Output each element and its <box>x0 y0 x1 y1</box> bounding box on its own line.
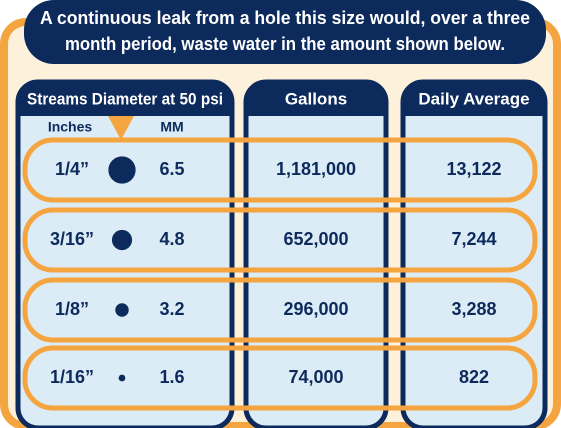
stream-dot <box>118 374 126 382</box>
column-title: Daily Average <box>418 89 529 108</box>
column-head <box>403 82 545 116</box>
stream-dot <box>111 229 133 251</box>
inches: 1/16” <box>50 367 94 387</box>
rows: 1/4” 6.5 1,181,000 13,122 3/16” 4.8 652,000 7,2… <box>22 137 538 411</box>
row-outline <box>22 345 538 411</box>
mm: 1.6 <box>159 367 184 387</box>
daily-average: 7,244 <box>451 229 496 249</box>
inches: 3/16” <box>50 229 94 249</box>
inches: 1/8” <box>55 299 89 319</box>
stream-dot <box>108 156 136 184</box>
mm: 6.5 <box>159 159 184 179</box>
subcolumn-title: Inches <box>48 119 93 135</box>
header-line: month period, waste water in the amount … <box>65 34 505 54</box>
header-banner <box>24 0 546 64</box>
mm: 3.2 <box>159 299 184 319</box>
stream-dot <box>115 303 129 317</box>
subcolumn-title: MM <box>160 119 183 135</box>
gallons: 296,000 <box>283 299 348 319</box>
daily-average: 13,122 <box>446 159 501 179</box>
column-head <box>246 82 386 116</box>
row-outline <box>22 137 538 203</box>
daily-average: 822 <box>459 367 489 387</box>
gallons: 652,000 <box>283 229 348 249</box>
pointer <box>108 116 134 140</box>
column-title: Gallons <box>285 89 347 108</box>
gallons: 1,181,000 <box>276 159 356 179</box>
row-outline <box>22 277 538 343</box>
inches: 1/4” <box>55 159 89 179</box>
header-line: A continuous leak from a hole this size … <box>40 8 530 28</box>
daily-average: 3,288 <box>451 299 496 319</box>
mm: 4.8 <box>159 229 184 249</box>
row-outline <box>22 207 538 273</box>
column-title: Streams Diameter at 50 psi <box>27 89 223 108</box>
column-head <box>18 82 232 116</box>
gallons: 74,000 <box>288 367 343 387</box>
